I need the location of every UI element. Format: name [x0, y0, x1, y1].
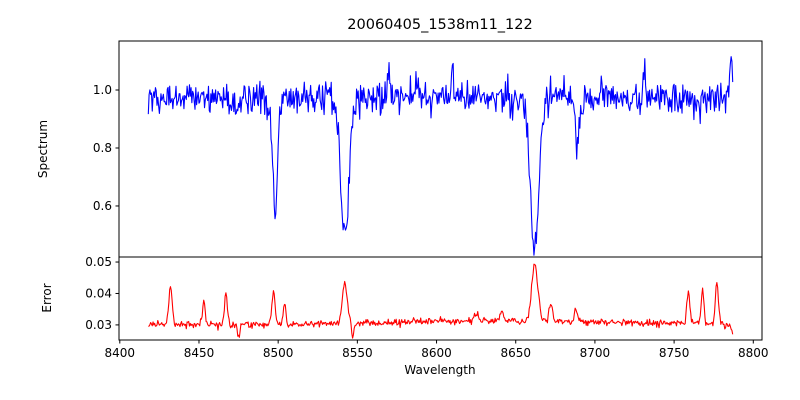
y-tick-label: 1.0 [93, 83, 112, 97]
x-tick-label: 8600 [421, 346, 452, 360]
y-tick-label: 0.6 [93, 199, 112, 213]
chart-title: 20060405_1538m11_122 [347, 17, 532, 33]
y-axis-label-spectrum: Spectrum [36, 120, 50, 178]
x-tick-label: 8650 [500, 346, 531, 360]
spectrum-line [147, 56, 734, 256]
y-tick-label: 0.03 [85, 318, 112, 332]
y-axis-label-error: Error [40, 283, 54, 312]
x-tick-label: 8750 [659, 346, 690, 360]
plot-lines-layer [147, 56, 734, 339]
y-tick-label: 0.8 [93, 141, 112, 155]
x-tick-label: 8550 [342, 346, 373, 360]
x-tick-label: 8500 [263, 346, 294, 360]
error-panel-spine [118, 256, 763, 341]
x-tick-label: 8400 [105, 346, 136, 360]
y-tick-label: 0.04 [85, 286, 112, 300]
spectrum-panel-spine [118, 40, 763, 258]
x-tick-label: 8700 [580, 346, 611, 360]
x-tick-label: 8800 [738, 346, 769, 360]
x-axis-label: Wavelength [404, 363, 475, 377]
y-tick-label: 0.05 [85, 255, 112, 269]
x-tick-label: 8450 [184, 346, 215, 360]
axes-layer: 0.6 0.8 1.0 0.03 0.04 0.05 8400 8450 8500 8550 860… [85, 40, 769, 360]
error-line [148, 263, 734, 339]
